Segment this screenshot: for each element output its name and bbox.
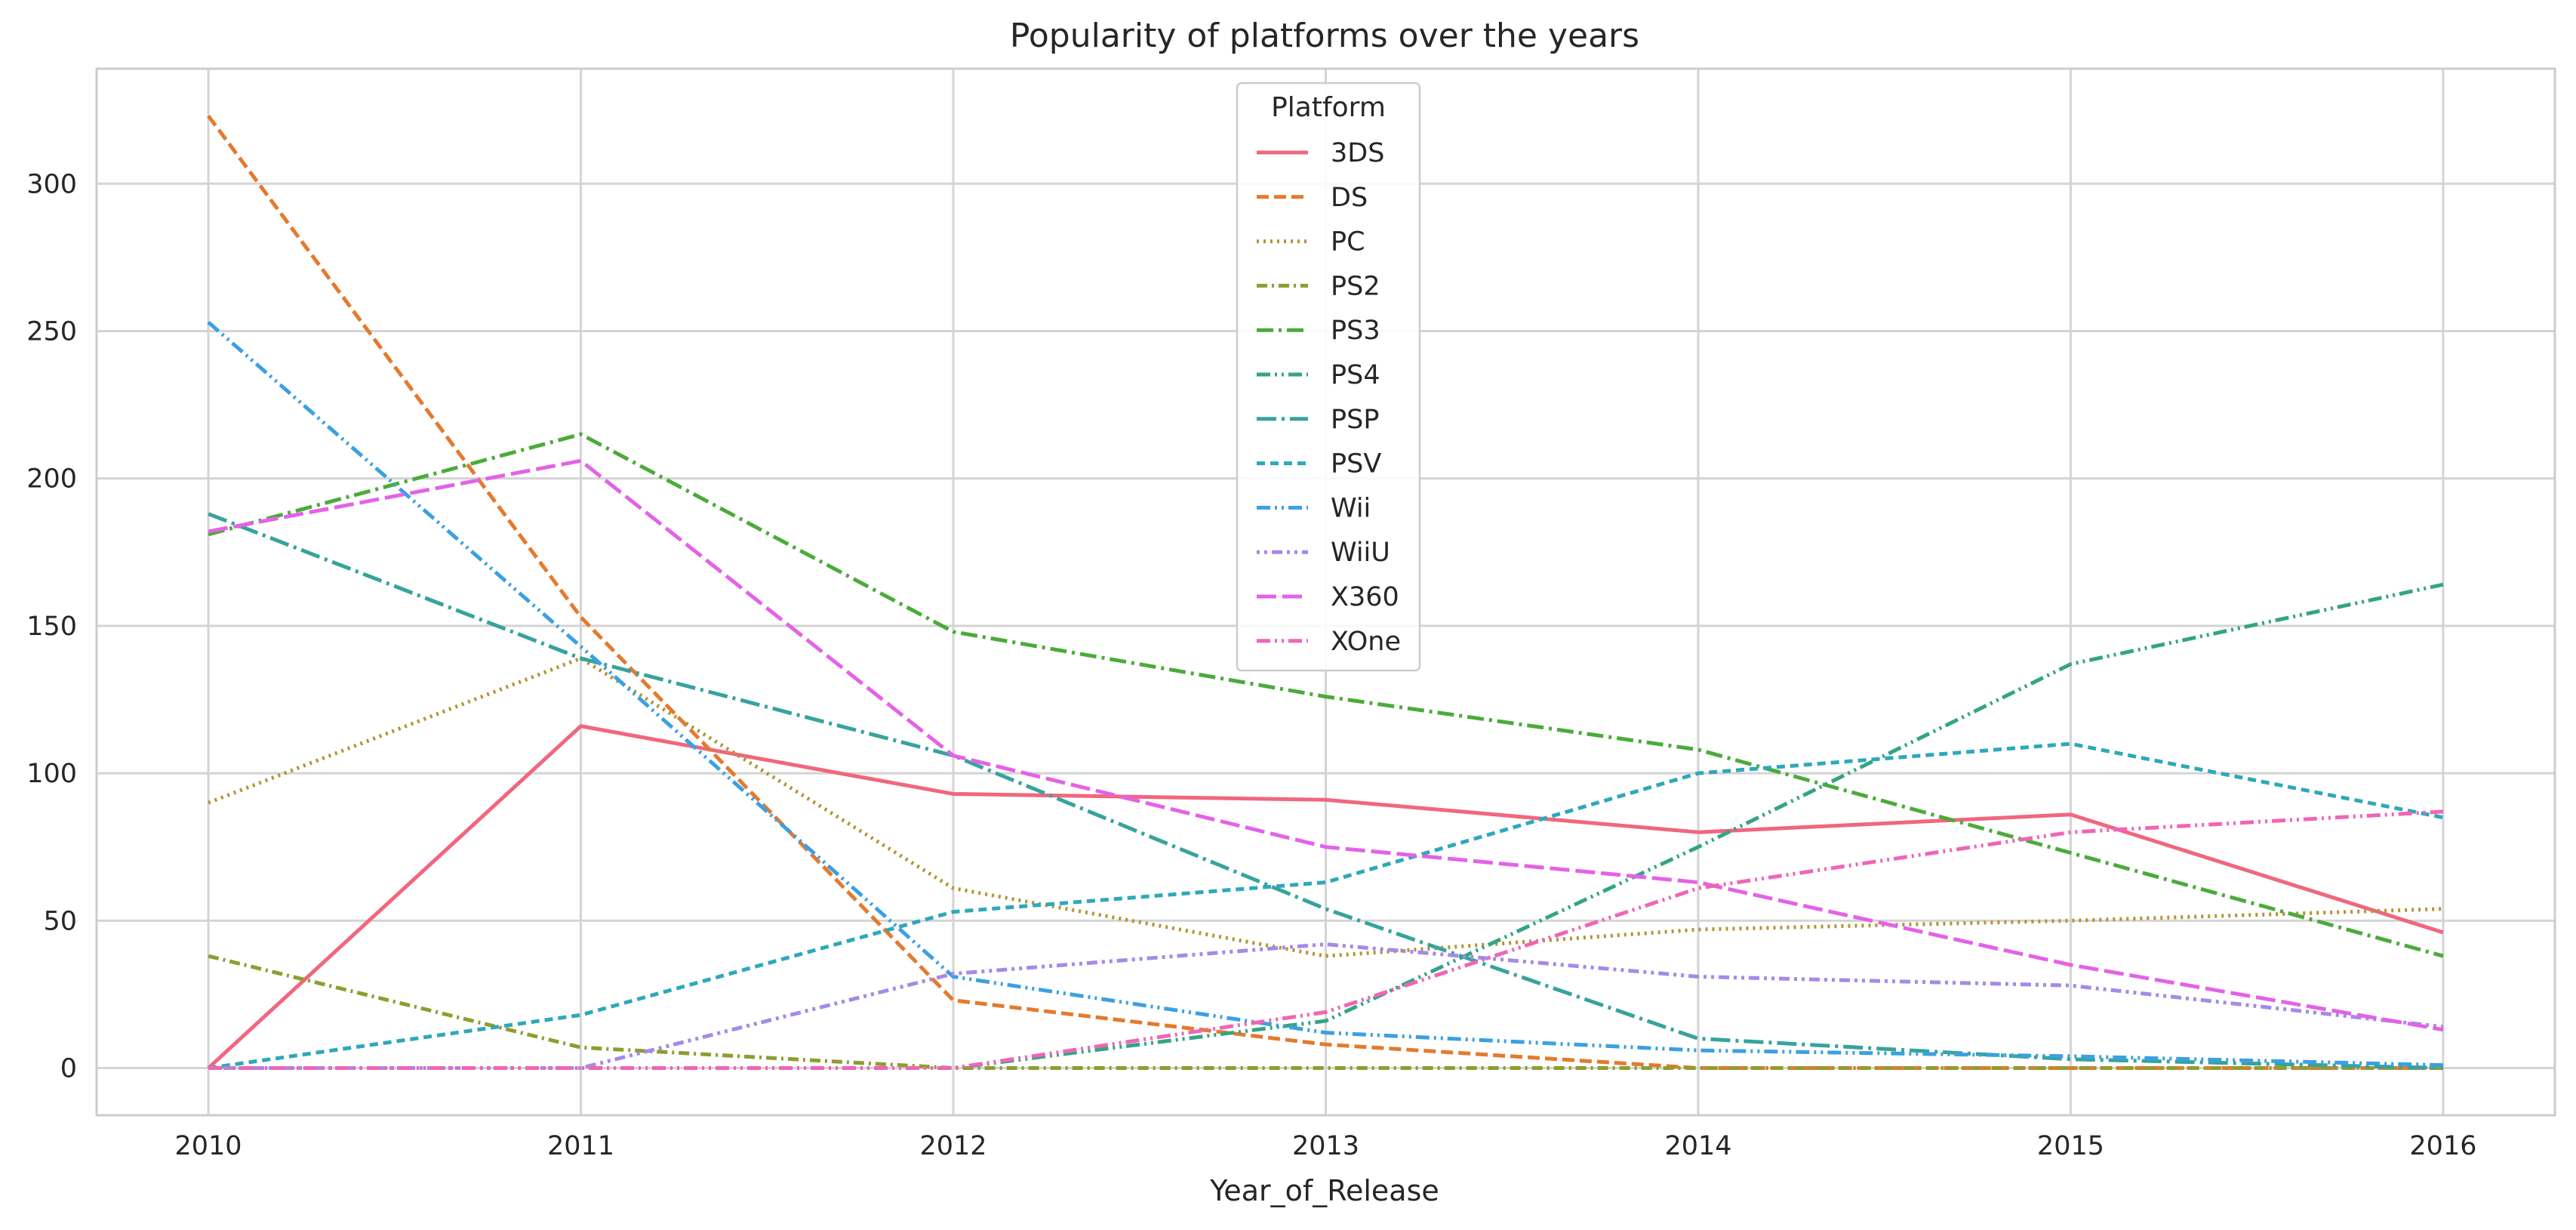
legend-label-pc: PC: [1331, 227, 1365, 257]
y-tick-label: 300: [26, 169, 77, 199]
series-line-psp: [208, 512, 2444, 1071]
legend-label-psv: PSV: [1331, 449, 1381, 479]
y-axis-ticks: 0 50 100 150 200 250 300: [26, 169, 77, 1084]
legend-label-xone: XOne: [1331, 627, 1401, 657]
y-tick-label: 250: [26, 316, 77, 347]
series-lines: [207, 114, 2444, 1071]
legend: Platform 3DS DS PC PS2 PS3 PS4 PSP PSV Wii WiiU X3…: [1236, 82, 1421, 672]
x-tick-label: 2016: [2409, 1131, 2476, 1161]
legend-label-ps2: PS2: [1331, 271, 1380, 301]
x-tick-label: 2013: [1292, 1131, 1359, 1161]
legend-label-wiiu: WiiU: [1331, 538, 1390, 568]
series-line-ps3: [208, 432, 2444, 958]
x-tick-label: 2012: [919, 1131, 986, 1161]
legend-label-wii: Wii: [1331, 493, 1371, 523]
y-tick-label: 50: [43, 906, 77, 936]
series-line-x360: [208, 458, 2444, 1032]
x-tick-label: 2014: [1664, 1131, 1731, 1161]
series-line-3ds: [207, 724, 2444, 1070]
y-tick-label: 0: [60, 1054, 77, 1084]
legend-label-ps4: PS4: [1331, 360, 1380, 390]
y-tick-label: 200: [26, 464, 77, 495]
x-axis-label: Year_of_Release: [1209, 1174, 1439, 1207]
legend-label-x360: X360: [1331, 582, 1399, 612]
legend-label-psp: PSP: [1331, 405, 1379, 435]
x-tick-label: 2015: [2037, 1131, 2104, 1161]
y-tick-label: 150: [26, 612, 77, 642]
legend-label-3ds: 3DS: [1331, 138, 1384, 168]
x-tick-label: 2011: [547, 1131, 614, 1161]
x-tick-label: 2010: [175, 1131, 242, 1161]
legend-label-ds: DS: [1331, 183, 1368, 213]
plot-frame: [95, 67, 2556, 1117]
series-line-xone: [208, 809, 2444, 1071]
chart-title: Popularity of platforms over the years: [1010, 17, 1639, 55]
series-line-wii: [207, 320, 2444, 1068]
y-tick-label: 100: [26, 759, 77, 789]
legend-title: Platform: [1271, 92, 1386, 123]
series-line-wiiu: [208, 942, 2444, 1071]
legend-items: 3DS DS PC PS2 PS3 PS4 PSP PSV Wii WiiU X360 XOne: [1257, 138, 1401, 657]
series-line-ds: [207, 114, 2443, 1071]
x-axis-ticks: 2010 2011 2012 2013 2014 2015 2016: [175, 1131, 2477, 1161]
series-line-ps4: [208, 582, 2444, 1071]
legend-label-ps3: PS3: [1331, 316, 1380, 346]
legend-box: [1236, 82, 1421, 672]
